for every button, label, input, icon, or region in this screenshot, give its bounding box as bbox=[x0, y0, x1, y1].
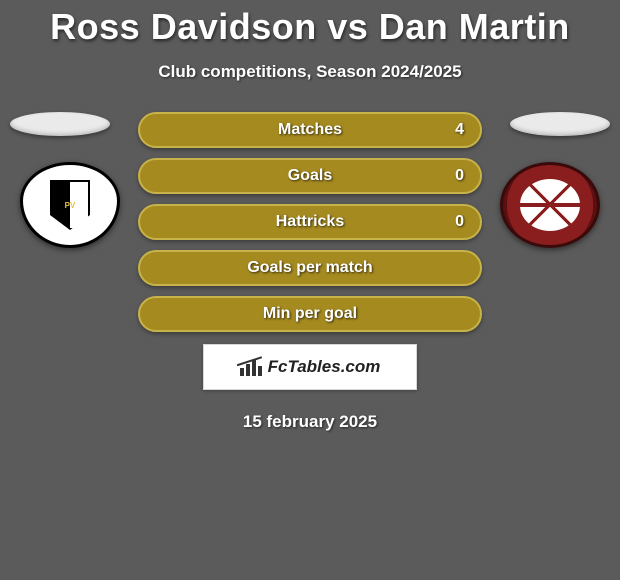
stat-bars: Matches 4 Goals 0 Hattricks 0 Goals per … bbox=[138, 112, 482, 332]
accrington-crest-icon bbox=[500, 162, 600, 248]
comparison-panel: PV Matches 4 Goals 0 Hattricks 0 Goals p… bbox=[0, 112, 620, 432]
page-subtitle: Club competitions, Season 2024/2025 bbox=[0, 62, 620, 82]
stat-bar-matches: Matches 4 bbox=[138, 112, 482, 148]
page-title: Ross Davidson vs Dan Martin bbox=[0, 0, 620, 48]
site-name: FcTables.com bbox=[268, 357, 381, 377]
chart-icon bbox=[240, 358, 262, 376]
stat-label: Goals bbox=[288, 167, 332, 185]
stat-label: Min per goal bbox=[263, 305, 357, 323]
port-vale-crest-icon: PV bbox=[20, 162, 120, 248]
stat-bar-goals: Goals 0 bbox=[138, 158, 482, 194]
stat-bar-hattricks: Hattricks 0 bbox=[138, 204, 482, 240]
stat-value: 0 bbox=[455, 213, 464, 231]
stat-label: Hattricks bbox=[276, 213, 344, 231]
stat-value: 0 bbox=[455, 167, 464, 185]
club-crest-right bbox=[500, 162, 600, 248]
stat-label: Matches bbox=[278, 121, 342, 139]
club-crest-left: PV bbox=[20, 162, 120, 248]
player-marker-left bbox=[10, 112, 110, 136]
player-marker-right bbox=[510, 112, 610, 136]
update-date: 15 february 2025 bbox=[0, 412, 620, 432]
fctables-link[interactable]: FcTables.com bbox=[203, 344, 417, 390]
stat-label: Goals per match bbox=[247, 259, 372, 277]
stat-bar-goals-per-match: Goals per match bbox=[138, 250, 482, 286]
stat-value: 4 bbox=[455, 121, 464, 139]
stat-bar-min-per-goal: Min per goal bbox=[138, 296, 482, 332]
